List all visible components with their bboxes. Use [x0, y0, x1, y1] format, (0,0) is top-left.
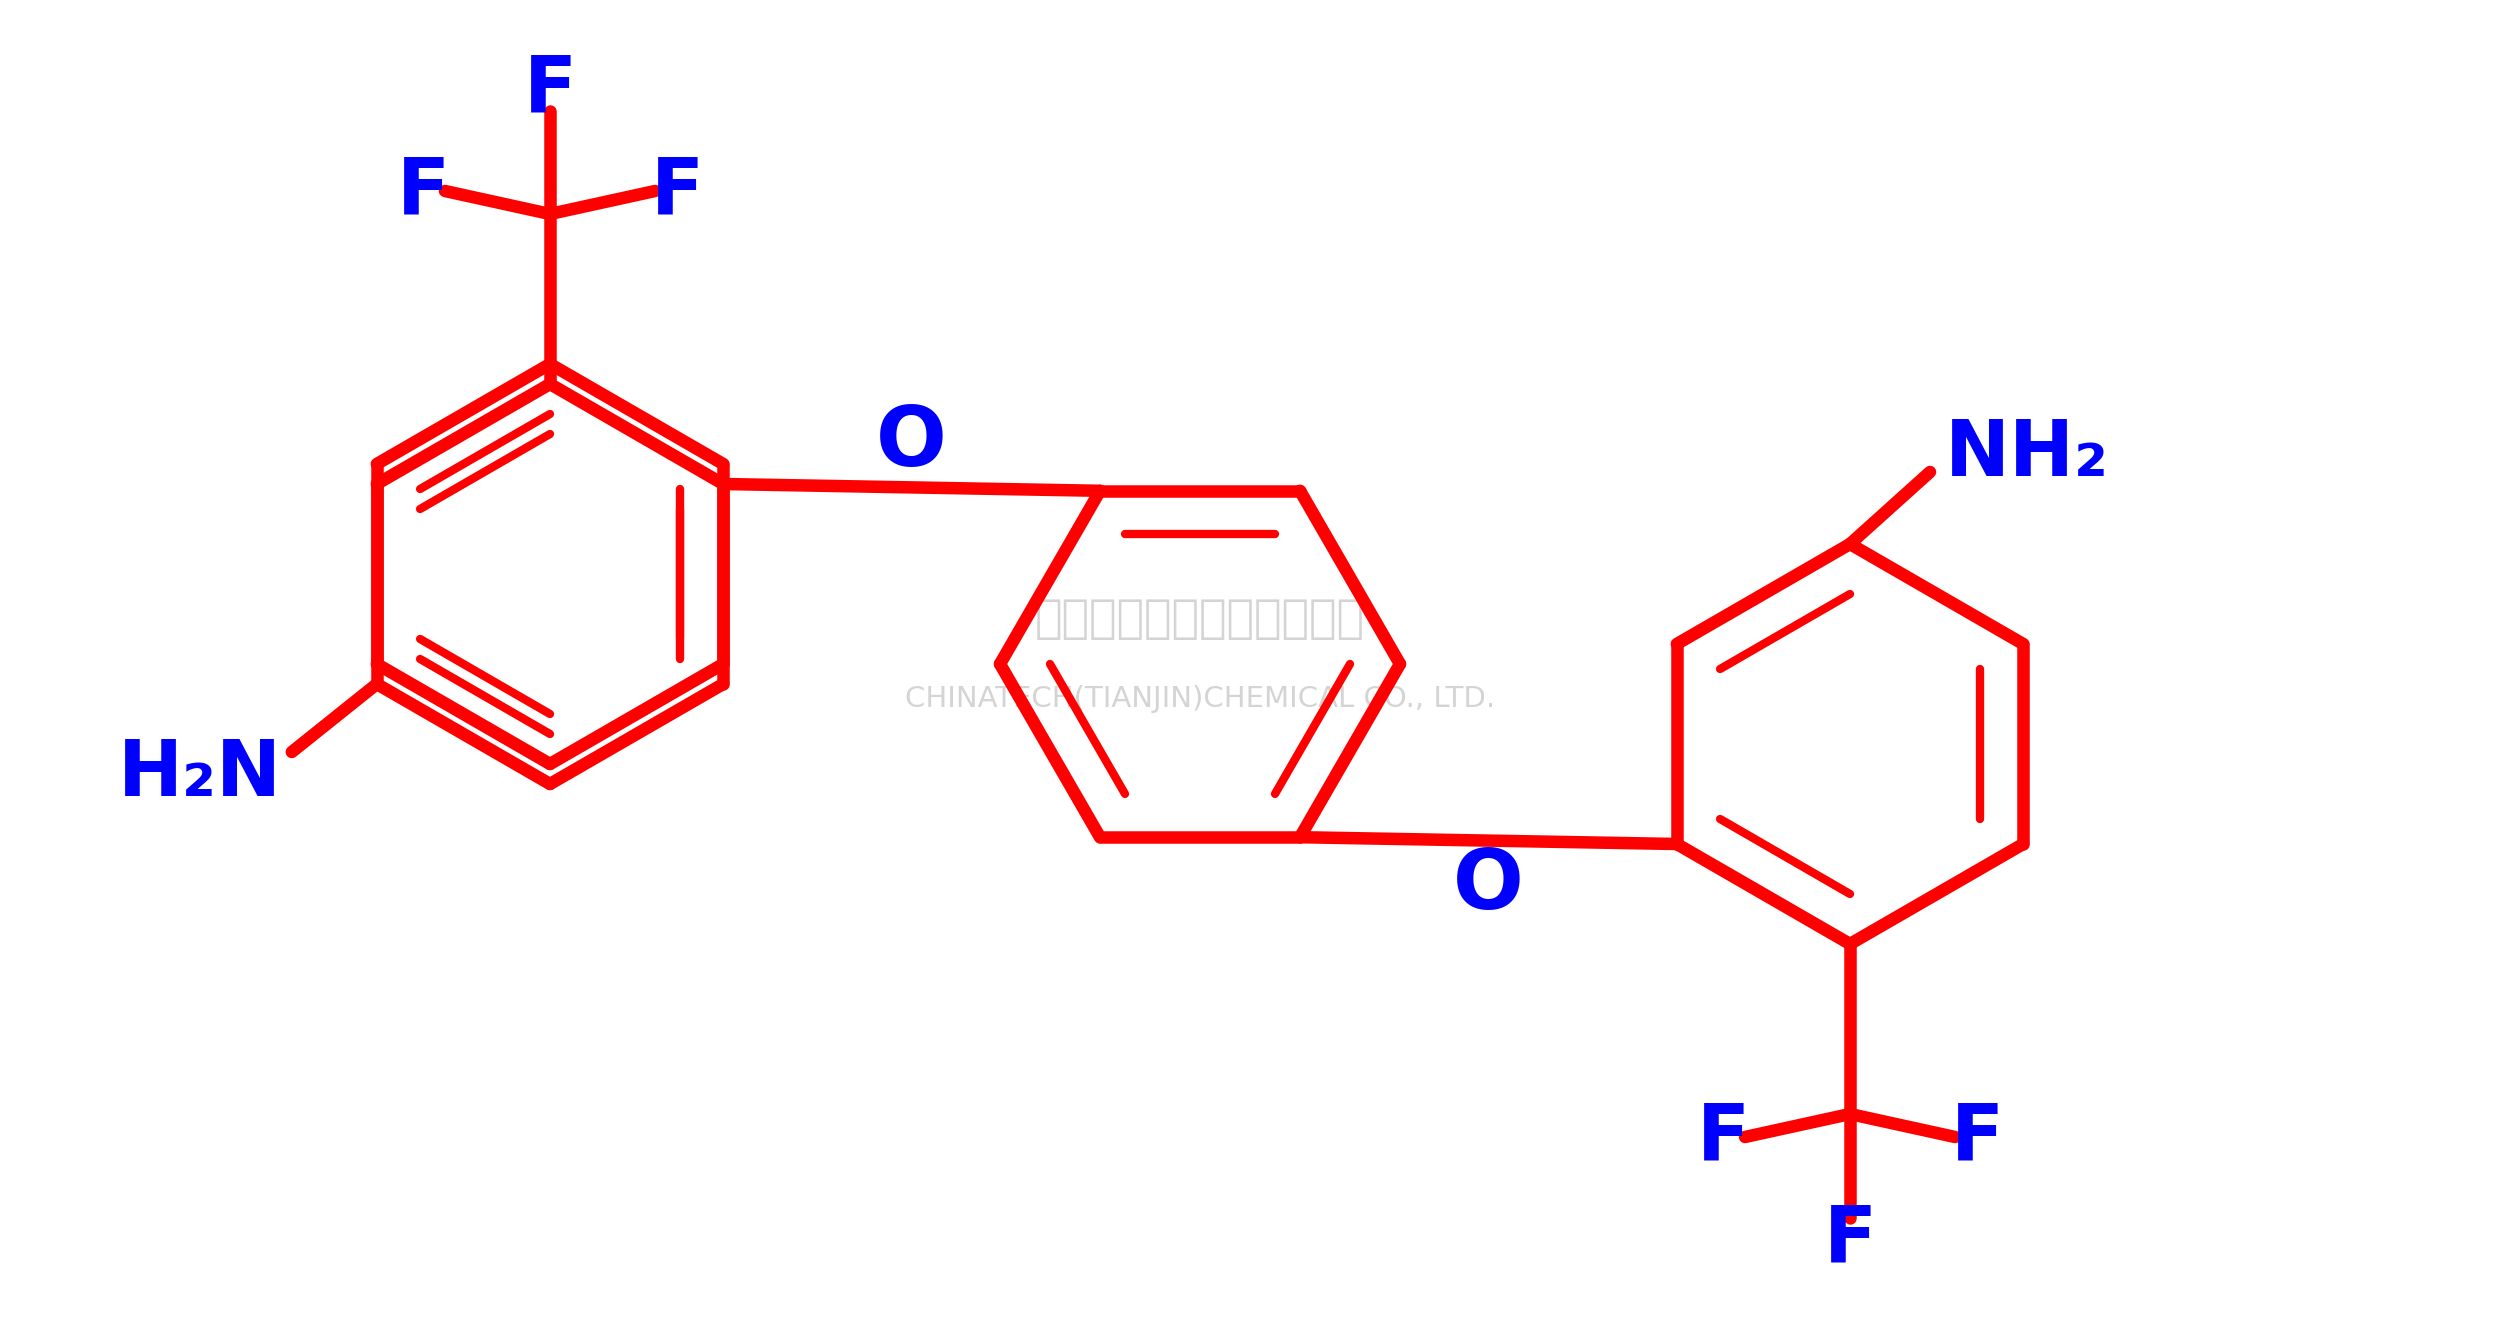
Text: F: F — [650, 153, 702, 228]
Text: F: F — [398, 153, 450, 228]
Text: H₂N: H₂N — [118, 737, 282, 812]
Text: F: F — [1950, 1099, 2002, 1175]
Text: CHINATECH(TIANJIN)CHEMICAL CO., LTD.: CHINATECH(TIANJIN)CHEMICAL CO., LTD. — [905, 685, 1495, 714]
Text: NH₂: NH₂ — [1945, 417, 2110, 492]
Text: 天津众泰材料科技有限公司: 天津众泰材料科技有限公司 — [1035, 597, 1365, 641]
Text: F: F — [1698, 1099, 1750, 1175]
Text: F: F — [1822, 1202, 1878, 1277]
Text: F: F — [522, 51, 578, 126]
Text: O: O — [875, 402, 948, 482]
Text: O: O — [1452, 845, 1525, 926]
